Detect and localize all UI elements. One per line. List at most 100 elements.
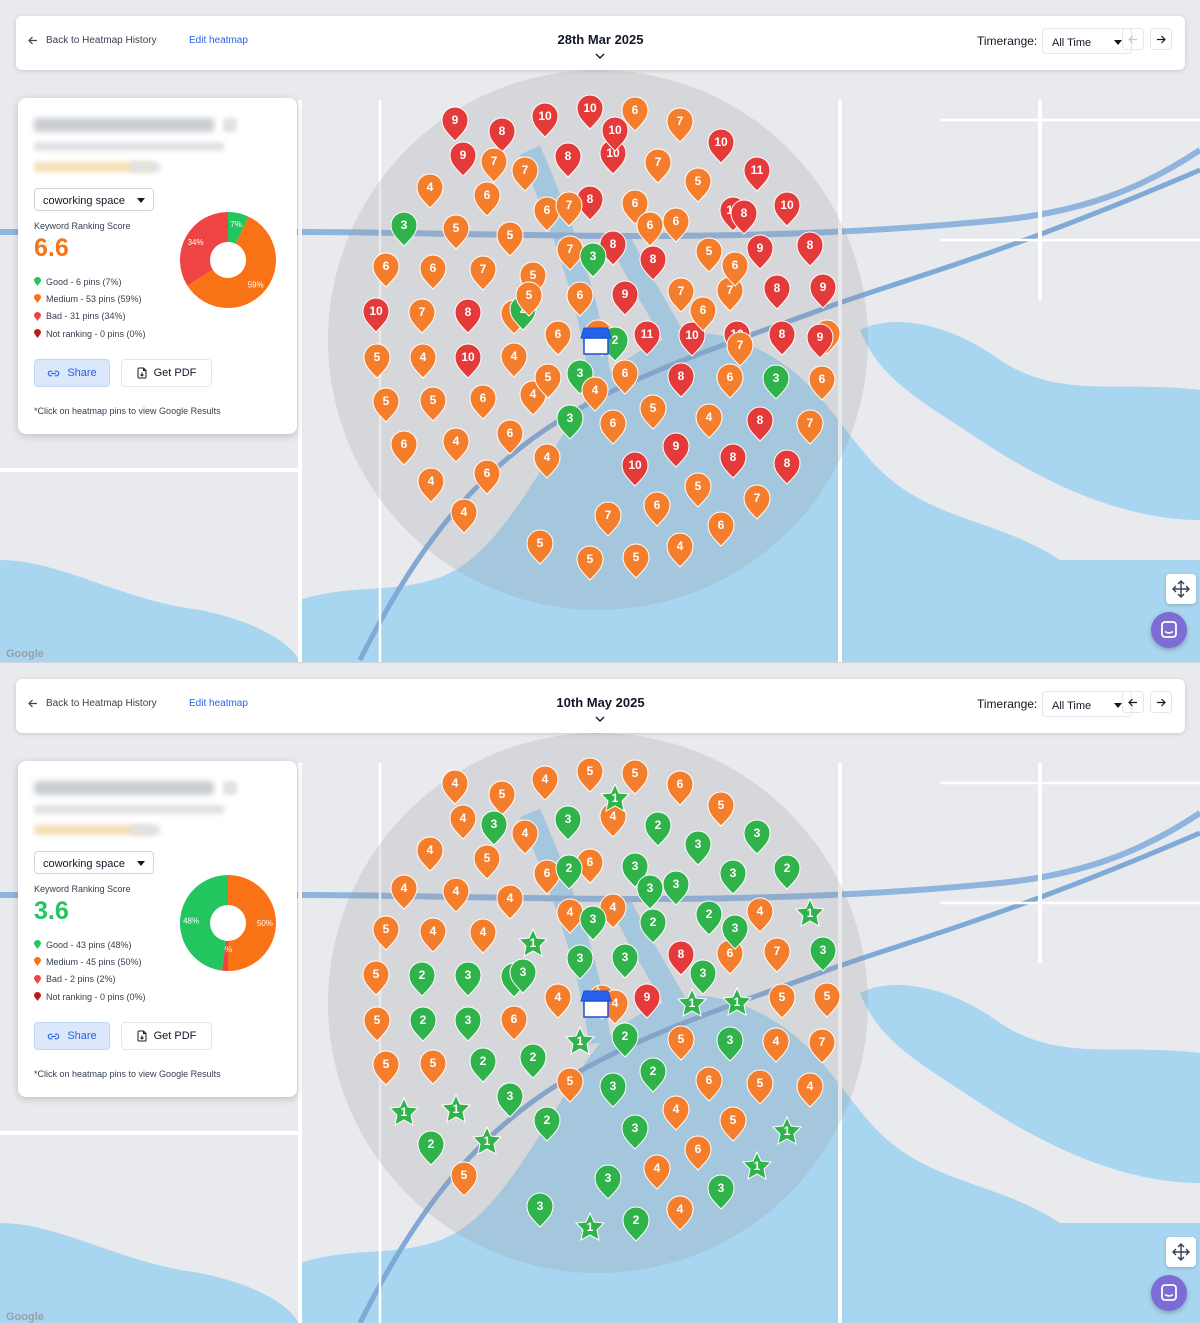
- heatmap-pin[interactable]: 2: [409, 1006, 437, 1042]
- heatmap-pin[interactable]: 5: [556, 1067, 584, 1103]
- heatmap-pin[interactable]: 4: [449, 804, 477, 840]
- heatmap-pin[interactable]: 7: [763, 937, 791, 973]
- heatmap-pin[interactable]: 1: [574, 1211, 606, 1241]
- heatmap-pin[interactable]: 5: [719, 1106, 747, 1142]
- heatmap-pin[interactable]: 5: [473, 844, 501, 880]
- heatmap-pin[interactable]: 4: [416, 836, 444, 872]
- heatmap-pin[interactable]: 3: [579, 242, 607, 278]
- previous-heatmap-button[interactable]: [1122, 28, 1144, 50]
- heatmap-pin[interactable]: 4: [695, 403, 723, 439]
- heatmap-pin[interactable]: 8: [454, 298, 482, 334]
- heatmap-pin[interactable]: 10: [773, 191, 801, 227]
- heatmap-pin[interactable]: 6: [372, 252, 400, 288]
- heatmap-pin[interactable]: 6: [544, 320, 572, 356]
- heatmap-pin[interactable]: 1: [388, 1096, 420, 1126]
- previous-heatmap-button[interactable]: [1122, 691, 1144, 713]
- heatmap-pin[interactable]: 2: [695, 900, 723, 936]
- heatmap-pin[interactable]: 8: [488, 117, 516, 153]
- heatmap-pin[interactable]: 8: [667, 362, 695, 398]
- heatmap-pin[interactable]: 8: [796, 231, 824, 267]
- heatmap-pin[interactable]: 9: [449, 141, 477, 177]
- heatmap-pin[interactable]: 4: [500, 342, 528, 378]
- share-button[interactable]: Share: [34, 1022, 110, 1050]
- heatmap-pin[interactable]: 6: [473, 459, 501, 495]
- heatmap-pin[interactable]: 4: [442, 427, 470, 463]
- heatmap-pin[interactable]: 2: [639, 908, 667, 944]
- heatmap-pin[interactable]: 5: [667, 1025, 695, 1061]
- heatmap-pin[interactable]: 3: [554, 805, 582, 841]
- heatmap-pin[interactable]: 4: [416, 173, 444, 209]
- heatmap-pin[interactable]: 3: [636, 874, 664, 910]
- heatmap-pin[interactable]: 6: [636, 211, 664, 247]
- heatmap-pin[interactable]: 6: [643, 491, 671, 527]
- heatmap-pin[interactable]: 6: [808, 365, 836, 401]
- fullscreen-button[interactable]: [1166, 1237, 1196, 1267]
- heatmap-pin[interactable]: 3: [716, 1026, 744, 1062]
- heatmap-pin[interactable]: 10: [601, 116, 629, 152]
- heatmap-pin[interactable]: 6: [666, 770, 694, 806]
- heatmap-pin[interactable]: 10: [576, 94, 604, 130]
- heatmap-pin[interactable]: 5: [372, 915, 400, 951]
- heatmap-pin[interactable]: 8: [730, 199, 758, 235]
- heatmap-pin[interactable]: 2: [533, 1106, 561, 1142]
- heatmap-pin[interactable]: 7: [644, 148, 672, 184]
- heatmap-pin[interactable]: 7: [511, 156, 539, 192]
- business-pin[interactable]: [580, 990, 612, 1018]
- heatmap-pin[interactable]: 3: [599, 1072, 627, 1108]
- heatmap-pin[interactable]: 2: [622, 1206, 650, 1242]
- heatmap-pin[interactable]: 5: [362, 960, 390, 996]
- heatmap-pin[interactable]: 5: [419, 386, 447, 422]
- heatmap-pin[interactable]: 6: [390, 430, 418, 466]
- heatmap-pin[interactable]: 4: [450, 498, 478, 534]
- heatmap-pin[interactable]: 1: [599, 782, 631, 812]
- get-pdf-button[interactable]: Get PDF: [121, 359, 212, 387]
- heatmap-pin[interactable]: 3: [721, 914, 749, 950]
- heatmap-pin[interactable]: 7: [808, 1028, 836, 1064]
- heatmap-pin[interactable]: 4: [511, 819, 539, 855]
- chat-widget-button[interactable]: [1151, 612, 1187, 648]
- heatmap-pin[interactable]: 7: [469, 255, 497, 291]
- heatmap-pin[interactable]: 5: [746, 1069, 774, 1105]
- heatmap-pin[interactable]: 4: [496, 884, 524, 920]
- heatmap-pin[interactable]: 7: [408, 298, 436, 334]
- heatmap-pin[interactable]: 5: [526, 529, 554, 565]
- heatmap-pin[interactable]: 6: [496, 419, 524, 455]
- heatmap-pin[interactable]: 3: [390, 211, 418, 247]
- heatmap-pin[interactable]: 7: [796, 409, 824, 445]
- heatmap-pin[interactable]: 10: [454, 343, 482, 379]
- heatmap-pin[interactable]: 4: [417, 467, 445, 503]
- heatmap-pin[interactable]: 3: [662, 870, 690, 906]
- heatmap-pin[interactable]: 3: [809, 936, 837, 972]
- heatmap-pin[interactable]: 3: [556, 404, 584, 440]
- heatmap-pin[interactable]: 5: [372, 1050, 400, 1086]
- heatmap-pin[interactable]: 2: [644, 811, 672, 847]
- heatmap-pin[interactable]: 3: [762, 364, 790, 400]
- heatmap-pin[interactable]: 3: [509, 958, 537, 994]
- heatmap-pin[interactable]: 10: [678, 321, 706, 357]
- heatmap-pin[interactable]: 5: [768, 983, 796, 1019]
- edit-heatmap-link[interactable]: Edit heatmap: [189, 35, 248, 46]
- heatmap-pin[interactable]: 6: [716, 363, 744, 399]
- heatmap-pin[interactable]: 8: [554, 142, 582, 178]
- heatmap-pin[interactable]: 5: [515, 281, 543, 317]
- heatmap-pin[interactable]: 10: [531, 102, 559, 138]
- heatmap-pin[interactable]: 3: [689, 959, 717, 995]
- heatmap-pin[interactable]: 6: [662, 207, 690, 243]
- heatmap-pin[interactable]: 10: [707, 128, 735, 164]
- fullscreen-button[interactable]: [1166, 574, 1196, 604]
- heatmap-pin[interactable]: 8: [639, 245, 667, 281]
- heatmap-pin[interactable]: 1: [721, 986, 753, 1016]
- heatmap-pin[interactable]: 4: [533, 443, 561, 479]
- heatmap-pin[interactable]: 5: [442, 214, 470, 250]
- heatmap-pin[interactable]: 3: [454, 961, 482, 997]
- heatmap-pin[interactable]: 1: [741, 1150, 773, 1180]
- heatmap-pin[interactable]: 1: [564, 1025, 596, 1055]
- heatmap-pin[interactable]: 1: [676, 987, 708, 1017]
- heatmap-pin[interactable]: 4: [442, 877, 470, 913]
- heatmap-pin[interactable]: 5: [576, 545, 604, 581]
- heatmap-pin[interactable]: 1: [440, 1093, 472, 1123]
- heatmap-pin[interactable]: 5: [684, 472, 712, 508]
- heatmap-pin[interactable]: 8: [746, 406, 774, 442]
- heatmap-pin[interactable]: 5: [813, 982, 841, 1018]
- heatmap-pin[interactable]: 3: [480, 810, 508, 846]
